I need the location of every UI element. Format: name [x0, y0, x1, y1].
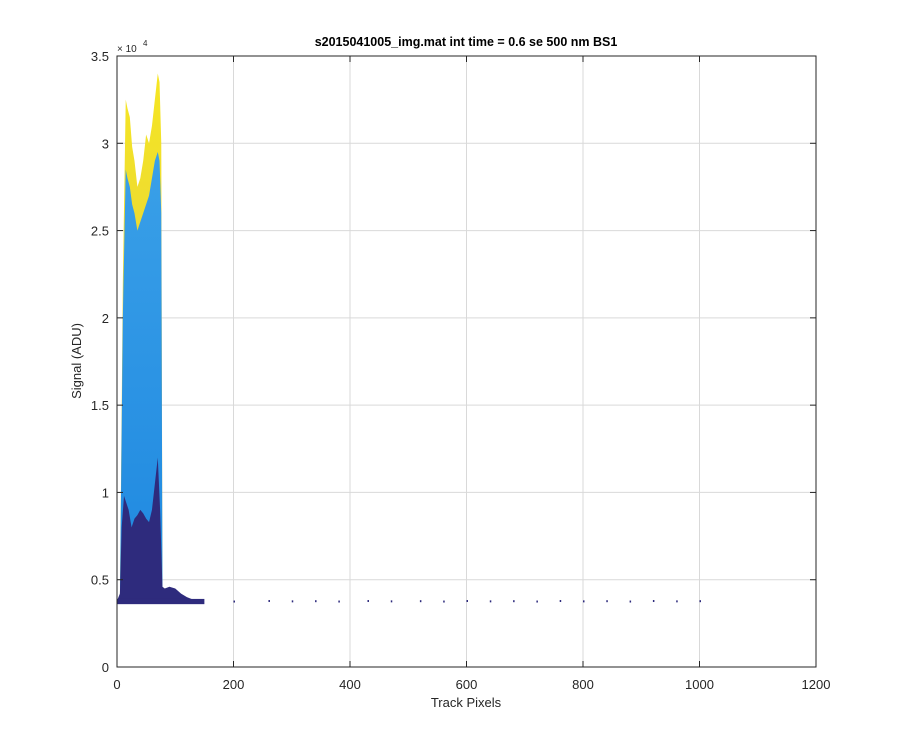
series-3-point: [583, 600, 585, 603]
series-3-point: [419, 600, 422, 603]
tick-labels: 0 200 400 600 800 1000 1200 0 0.5 1 1.5 2 2.5 3 3.5: [91, 49, 831, 692]
x-tick-label: 200: [223, 677, 245, 692]
series-3-point: [390, 600, 393, 603]
series-3-point: [291, 600, 294, 603]
x-tick-label: 400: [339, 677, 361, 692]
y-tick-label: 0.5: [91, 573, 109, 588]
x-tick-label: 0: [113, 677, 120, 692]
x-tick-label: 800: [572, 677, 594, 692]
series-3-point: [338, 600, 340, 603]
series-3-point: [489, 600, 492, 603]
series-3-point: [233, 600, 235, 603]
axes: [116, 55, 817, 668]
series-3-point: [466, 600, 468, 603]
series-3-point: [513, 600, 515, 603]
series-3-point: [536, 600, 538, 603]
series-3-point: [652, 600, 655, 603]
series-3-point: [629, 600, 632, 603]
series-3-point: [676, 600, 678, 603]
y-tick-label: 3.5: [91, 49, 109, 64]
x-tick-label: 1200: [802, 677, 831, 692]
y-exponent-base: × 10: [117, 44, 137, 55]
series-3-point: [443, 600, 445, 603]
series-3-point: [367, 600, 369, 603]
series-3-point: [699, 600, 701, 603]
chart-title: s2015041005_img.mat int time = 0.6 se 50…: [315, 35, 618, 49]
y-axis-label: Signal (ADU): [69, 323, 84, 399]
series-1-area: [117, 152, 163, 603]
y-tick-label: 0: [102, 660, 109, 675]
y-tick-label: 3: [102, 136, 109, 151]
series-3-point: [315, 600, 317, 603]
series-3-point: [268, 600, 270, 603]
x-tick-label: 1000: [685, 677, 714, 692]
y-tick-label: 2.5: [91, 224, 109, 239]
y-tick-label: 1: [102, 485, 109, 500]
series-3-point: [559, 600, 562, 603]
series-2-area: [117, 457, 205, 603]
x-axis-label: Track Pixels: [431, 695, 502, 710]
y-exponent-power: 4: [143, 39, 148, 48]
y-tick-label: 2: [102, 311, 109, 326]
baseline-band: [117, 598, 205, 605]
series-3-point: [606, 600, 608, 603]
y-tick-label: 1.5: [91, 398, 109, 413]
data-areas: [117, 73, 701, 605]
x-tick-label: 600: [456, 677, 478, 692]
